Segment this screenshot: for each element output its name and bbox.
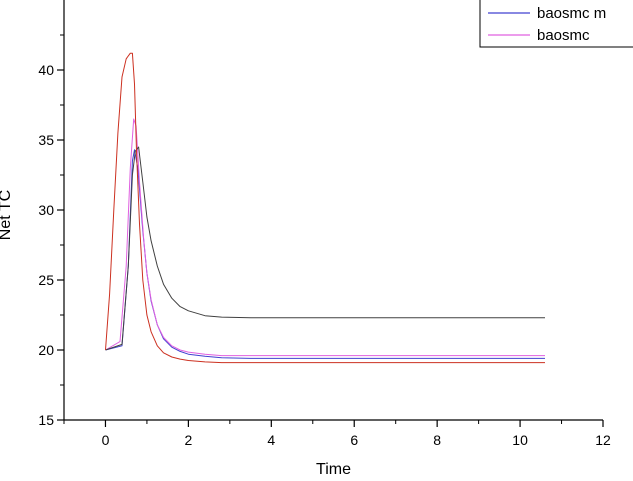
tick-labels: 0 2 4 6 8 10 12 15 20 25 30 35 40 (38, 62, 611, 448)
series-line-unlabeled-3 (105, 52, 545, 364)
legend: baosmc m baosmc (479, 0, 633, 48)
series-line-baosmc (105, 118, 545, 357)
x-tick-label: 0 (102, 432, 110, 448)
series-lines (105, 52, 545, 364)
x-tick-label: 2 (184, 432, 192, 448)
legend-box (479, 0, 633, 48)
x-tick-label: 4 (267, 432, 275, 448)
series-line-baosmc-m (105, 149, 545, 359)
series-line-unlabeled-2 (105, 146, 545, 351)
y-tick-label: 40 (38, 62, 54, 78)
y-tick-label: 15 (38, 412, 54, 428)
y-tick-label: 35 (38, 132, 54, 148)
x-tick-label: 6 (350, 432, 358, 448)
x-tick-label: 10 (512, 432, 528, 448)
x-axis-label: Time (316, 461, 351, 478)
x-tick-label: 8 (433, 432, 441, 448)
axes (57, 0, 604, 427)
y-tick-label: 30 (38, 202, 54, 218)
legend-label: baosmc (537, 27, 590, 44)
y-axis-label: Net TC (0, 190, 14, 240)
x-tick-label: 12 (595, 432, 611, 448)
y-tick-label: 25 (38, 272, 54, 288)
legend-label: baosmc m (537, 5, 606, 22)
y-tick-label: 20 (38, 342, 54, 358)
